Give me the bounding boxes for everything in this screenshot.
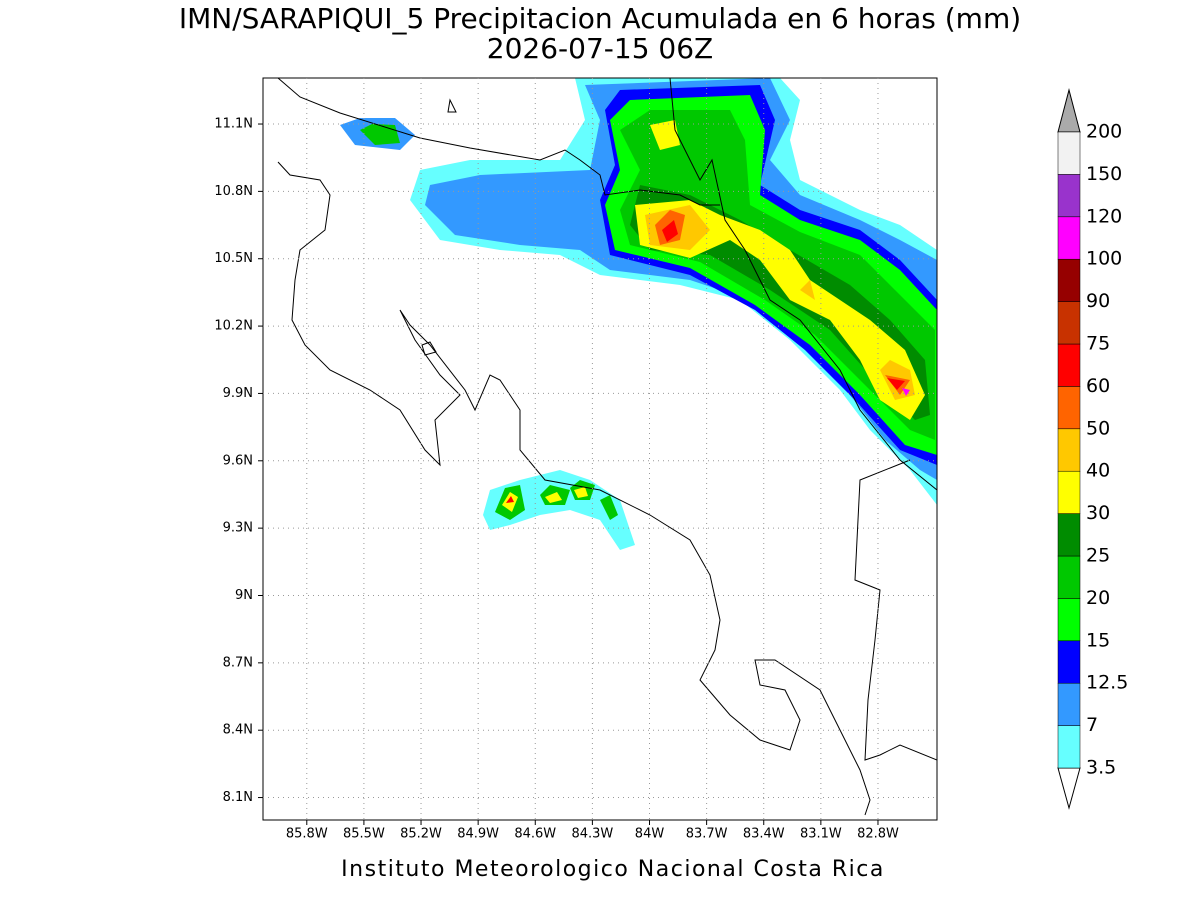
x-tick-label: 85.5W xyxy=(343,827,385,842)
colorbar-label: 12.5 xyxy=(1086,672,1128,694)
colorbar-label: 7 xyxy=(1086,714,1098,736)
y-tick-label: 10.8N xyxy=(214,184,253,199)
y-tick-label: 8.4N xyxy=(223,723,253,738)
colorbar-label: 60 xyxy=(1086,375,1110,397)
colorbar-label: 50 xyxy=(1086,417,1110,439)
colorbar-segment xyxy=(1057,682,1081,726)
map-frame xyxy=(262,77,938,821)
colorbar-segment xyxy=(1057,258,1081,302)
colorbar-label: 40 xyxy=(1086,460,1110,482)
colorbar-segment xyxy=(1057,513,1081,557)
footer: Instituto Meteorologico Nacional Costa R… xyxy=(341,857,885,882)
colorbar-over xyxy=(1057,88,1081,133)
x-tick-label: 85.8W xyxy=(286,827,328,842)
x-tick-label: 82.8W xyxy=(857,827,899,842)
colorbar-label: 15 xyxy=(1086,629,1110,651)
x-tick-label: 84.6W xyxy=(514,827,556,842)
x-tick-label: 84W xyxy=(635,827,665,842)
colorbar-segment xyxy=(1057,216,1081,260)
map-area xyxy=(277,78,937,816)
y-tick-label: 8.7N xyxy=(223,655,253,670)
x-tick-label: 84.3W xyxy=(571,827,613,842)
colorbar-label: 25 xyxy=(1086,545,1110,567)
x-tick-label: 83.1W xyxy=(800,827,842,842)
colorbar-label: 3.5 xyxy=(1086,757,1116,779)
colorbar-label: 150 xyxy=(1086,163,1122,185)
map-subtitle: 2026-07-15 06Z xyxy=(487,32,713,65)
colorbar-label: 100 xyxy=(1086,248,1122,270)
colorbar-segment xyxy=(1057,301,1081,345)
y-tick-label: 11.1N xyxy=(214,117,253,132)
colorbar-label: 200 xyxy=(1086,121,1122,143)
precipitation-field xyxy=(340,78,937,550)
colorbar-label: 75 xyxy=(1086,333,1110,355)
y-tick-label: 9N xyxy=(235,588,253,603)
colorbar-segment xyxy=(1057,555,1081,599)
colorbar-segment xyxy=(1057,725,1081,769)
colorbar-segment xyxy=(1057,640,1081,684)
colorbar-under xyxy=(1057,767,1081,810)
colorbar-segment xyxy=(1057,428,1081,472)
y-tick-label: 9.6N xyxy=(223,453,253,468)
y-tick-label: 10.2N xyxy=(214,319,253,334)
y-tick-label: 9.9N xyxy=(223,386,253,401)
colorbar-segment xyxy=(1057,386,1081,430)
colorbar-segment xyxy=(1057,470,1081,514)
x-tick-label: 85.2W xyxy=(400,827,442,842)
colorbar-segment xyxy=(1057,174,1081,218)
x-tick-label: 84.9W xyxy=(457,827,499,842)
y-tick-label: 9.3N xyxy=(223,521,253,536)
x-tick-label: 83.4W xyxy=(743,827,785,842)
y-tick-label: 10.5N xyxy=(214,251,253,266)
coastlines xyxy=(277,78,937,816)
colorbar-segment xyxy=(1057,598,1081,642)
colorbar-label: 20 xyxy=(1086,587,1110,609)
y-tick-label: 8.1N xyxy=(223,790,253,805)
colorbar-segment xyxy=(1057,131,1081,175)
colorbar-label: 120 xyxy=(1086,205,1122,227)
colorbar-label: 30 xyxy=(1086,502,1110,524)
x-tick-label: 83.7W xyxy=(686,827,728,842)
colorbar-label: 90 xyxy=(1086,290,1110,312)
map-title: IMN/SARAPIQUI_5 Precipitacion Acumulada … xyxy=(179,2,1021,35)
colorbar-segment xyxy=(1057,343,1081,387)
